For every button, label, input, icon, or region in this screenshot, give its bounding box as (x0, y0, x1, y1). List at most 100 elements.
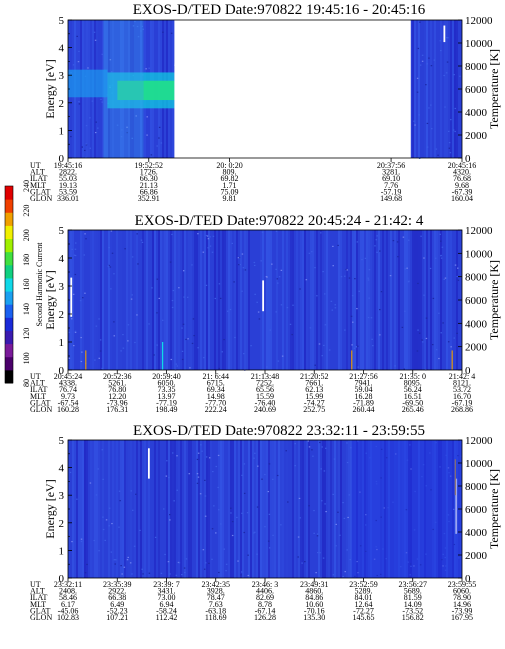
spectrogram-speck (93, 31, 96, 33)
orbit-row-label: ALT (30, 168, 45, 177)
spectrogram-speck (118, 490, 121, 492)
spectrogram-speck (196, 473, 199, 475)
spectrogram-speck (84, 149, 86, 152)
white-signal-line (455, 478, 458, 534)
spectrogram-speck (426, 146, 429, 148)
spectrogram-speck (354, 575, 356, 577)
spectrogram-stripe (124, 440, 126, 578)
orbit-row-label: UT (30, 161, 41, 170)
spectrogram-speck (136, 233, 138, 235)
spectrogram-speck (223, 548, 226, 550)
spectrogram-speck (97, 127, 99, 129)
spectrogram-speck (229, 308, 232, 311)
spectrogram-speck (261, 478, 263, 480)
spectrogram-stripe (266, 440, 268, 578)
spectrogram-speck (443, 532, 446, 535)
spectrogram-speck (256, 553, 258, 555)
spectrogram-speck (435, 148, 438, 150)
spectrogram-stripe (220, 440, 222, 578)
spectrogram-speck (442, 565, 444, 567)
spectrogram-speck (348, 277, 351, 279)
spectrogram-stripe (204, 230, 206, 370)
spectrogram-speck (426, 63, 429, 65)
spectrogram-speck (68, 331, 71, 333)
orbit-value: -74.27 (304, 398, 325, 407)
spectrogram-speck (277, 282, 279, 284)
orbit-value: -73.96 (107, 398, 128, 407)
spectrogram-speck (316, 535, 319, 537)
spectrogram-speck (77, 61, 80, 63)
spectrogram-speck (130, 490, 133, 492)
orbit-value: 15.59 (256, 392, 274, 401)
orbit-value: 81.59 (404, 593, 422, 602)
orbit-value: 1726. (140, 168, 158, 177)
spectrogram-speck (181, 358, 184, 361)
spectrogram-stripe (378, 230, 380, 370)
orbit-value: 23:35:39 (103, 580, 131, 589)
spectrogram-speck (280, 304, 283, 306)
spectrogram-speck (297, 556, 299, 558)
spectrogram-speck (314, 364, 316, 366)
spectrogram-stripe (306, 440, 308, 578)
spectrogram-stripe (450, 230, 452, 370)
y2-tick-label: 0 (465, 365, 471, 377)
spectrogram-stripe (280, 440, 282, 578)
spectrogram-speck (187, 338, 189, 340)
spectrogram-stripe (434, 230, 436, 370)
spectrogram-stripe (110, 230, 112, 370)
spectrogram-stripe (434, 440, 436, 578)
spectrogram-speck (286, 306, 289, 309)
spectrogram-speck (266, 366, 268, 368)
spectrogram-stripe (128, 440, 130, 578)
spectrogram-speck (430, 65, 433, 67)
spectrogram-speck (321, 355, 324, 357)
spectrogram-speck (311, 449, 313, 451)
spectrogram-speck (421, 60, 424, 62)
spectrogram-speck (113, 321, 115, 323)
spectrogram-stripe (146, 230, 148, 370)
spectrogram-stripe (320, 230, 322, 370)
spectrogram-speck (204, 479, 206, 481)
spectrogram-speck (425, 553, 427, 555)
spectrogram-stripe (418, 20, 420, 158)
orbit-value: 76.80 (108, 385, 126, 394)
spectrogram-speck (247, 554, 249, 556)
spectrogram-speck (367, 277, 369, 279)
orbit-value: 5689. (404, 587, 422, 596)
spectrogram-speck (230, 507, 232, 509)
spectrogram-stripe (102, 230, 104, 370)
spectrogram-speck (241, 474, 243, 476)
spectrogram-stripes (68, 440, 462, 578)
spectrogram-speck (368, 297, 370, 299)
spectrogram-speck (413, 529, 416, 531)
spectrogram-speck (71, 248, 73, 250)
orbit-value: 336.01 (57, 194, 79, 203)
spectrogram-speck (397, 256, 399, 258)
spectrogram-speck (108, 525, 110, 527)
spectrogram-stripe (100, 230, 102, 370)
spectrogram-speck (359, 491, 361, 493)
orbit-value: 59.04 (355, 385, 373, 394)
y-tick-label: 0 (59, 365, 65, 377)
orange-signal-line (451, 350, 453, 370)
colorbar-frame (4, 185, 14, 384)
spectrogram-speck (91, 100, 94, 102)
spectrogram-speck (76, 498, 78, 500)
spectrogram-speck (83, 254, 86, 256)
spectrogram-stripe (454, 20, 456, 158)
spectrogram-speck (403, 368, 405, 370)
orbit-value: 160.04 (451, 194, 473, 203)
spectrogram-speck (414, 490, 416, 493)
spectrogram-speck (419, 64, 422, 66)
spectrogram-speck (114, 563, 116, 565)
spectrogram-stripe (312, 230, 314, 370)
spectrogram-speck (197, 476, 200, 478)
spectrogram-speck (95, 325, 98, 327)
spectrogram-speck (460, 455, 462, 457)
orbit-value: 82.69 (256, 593, 274, 602)
spectrogram-speck (162, 31, 164, 33)
spectrogram-stripe (326, 230, 328, 370)
spectrogram-speck (139, 529, 141, 532)
spectrogram-speck (416, 91, 419, 93)
spectrogram-speck (454, 107, 457, 110)
